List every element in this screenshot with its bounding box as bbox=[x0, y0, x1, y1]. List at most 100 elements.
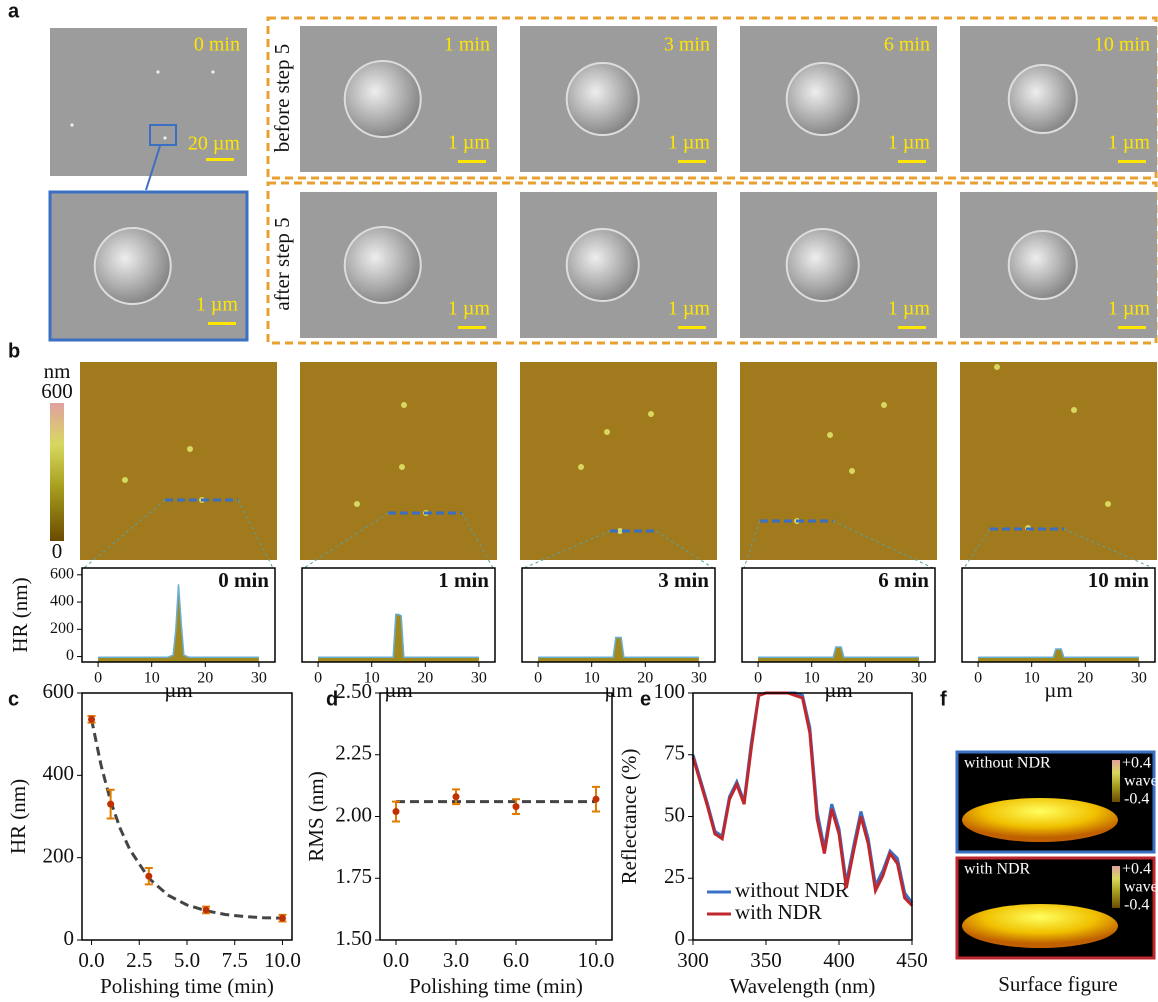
fit-line bbox=[92, 719, 283, 918]
line bbox=[693, 693, 912, 905]
scale-bar bbox=[458, 160, 486, 163]
surface-colorbar bbox=[1112, 760, 1120, 802]
scale-bar bbox=[678, 326, 706, 329]
x-tick-label: 3.0 bbox=[443, 948, 469, 972]
afm-dot bbox=[648, 411, 654, 417]
scale-bar bbox=[208, 322, 236, 325]
afm-dot bbox=[578, 464, 584, 470]
area bbox=[538, 637, 699, 662]
scale-bar bbox=[898, 326, 926, 329]
y-axis-label: Reflectance (%) bbox=[617, 749, 641, 885]
surface bbox=[962, 904, 1118, 948]
y-tick-label: 50 bbox=[664, 802, 685, 826]
x-axis-label: µm bbox=[384, 678, 412, 702]
x-tick-label: 300 bbox=[677, 948, 709, 972]
particle bbox=[95, 228, 171, 304]
x-axis-label: µm bbox=[824, 678, 852, 702]
scale-label: 1 µm bbox=[196, 294, 239, 316]
y-tick-label: 400 bbox=[50, 593, 74, 610]
x-tick-label: 30 bbox=[911, 670, 927, 687]
x-tick-label: 30 bbox=[471, 670, 487, 687]
time-label: 0 min bbox=[194, 34, 240, 56]
x-tick-label: 0 bbox=[534, 670, 542, 687]
y-tick-label: 200 bbox=[50, 620, 74, 637]
scale-label: 1 µm bbox=[448, 132, 491, 154]
time-label: 1 min bbox=[444, 34, 490, 56]
afm-dot bbox=[399, 464, 405, 470]
frame bbox=[82, 693, 292, 940]
panel-label: f bbox=[940, 688, 947, 710]
panel-label: c bbox=[8, 688, 19, 710]
time-label: 3 min bbox=[664, 34, 710, 56]
particle bbox=[787, 229, 859, 301]
x-tick-label: 30 bbox=[1131, 670, 1147, 687]
point bbox=[145, 873, 152, 880]
particle bbox=[787, 63, 859, 135]
y-tick-label: 75 bbox=[664, 741, 685, 765]
particle bbox=[567, 63, 639, 135]
row-label: after step 5 bbox=[270, 217, 294, 310]
particle bbox=[345, 227, 421, 303]
panel-label: e bbox=[640, 688, 651, 710]
particle bbox=[567, 229, 639, 301]
afm-dot bbox=[849, 468, 855, 474]
point bbox=[203, 906, 210, 913]
x-tick-label: 10 bbox=[1024, 670, 1040, 687]
legend-label: without NDR bbox=[735, 878, 849, 902]
x-tick-label: 10 bbox=[144, 670, 160, 687]
x-tick-label: 400 bbox=[823, 948, 855, 972]
legend-label: with NDR bbox=[735, 900, 822, 924]
y-tick-label: 25 bbox=[664, 864, 685, 888]
surface bbox=[962, 798, 1118, 842]
y-axis-label: HR (nm) bbox=[8, 577, 32, 652]
x-tick-label: 2.5 bbox=[126, 948, 152, 972]
scale-bottom: -0.4 bbox=[1124, 791, 1149, 808]
x-tick-label: 20 bbox=[417, 670, 433, 687]
y-tick-label: 0 bbox=[64, 926, 75, 950]
area bbox=[758, 647, 919, 662]
x-axis-label: Polishing time (min) bbox=[409, 974, 583, 998]
y-tick-label: 2.50 bbox=[335, 679, 372, 703]
x-tick-label: 20 bbox=[1077, 670, 1093, 687]
x-tick-label: 350 bbox=[750, 948, 782, 972]
afm-dot bbox=[1071, 407, 1077, 413]
chart-title: 3 min bbox=[658, 568, 709, 592]
y-tick-label: 600 bbox=[43, 679, 75, 703]
scale-unit: wave bbox=[1124, 773, 1158, 790]
point bbox=[453, 793, 460, 800]
x-tick-label: 20 bbox=[857, 670, 873, 687]
surface-colorbar bbox=[1112, 866, 1120, 908]
particle bbox=[345, 61, 421, 137]
afm-map bbox=[80, 362, 277, 560]
colorbar-max: 600 bbox=[41, 379, 73, 403]
x-tick-label: 5.0 bbox=[174, 948, 200, 972]
y-tick-label: 0 bbox=[66, 647, 74, 664]
x-tick-label: 10.0 bbox=[578, 948, 615, 972]
x-axis-label: µm bbox=[1044, 678, 1072, 702]
x-tick-label: 10 bbox=[804, 670, 820, 687]
scale-label: 20 µm bbox=[188, 133, 241, 155]
scale-bar bbox=[1118, 160, 1146, 163]
y-tick-label: 1.50 bbox=[335, 926, 372, 950]
scale-label: 1 µm bbox=[888, 298, 931, 320]
x-axis-label: µm bbox=[164, 678, 192, 702]
afm-dot bbox=[401, 402, 407, 408]
x-tick-label: 0 bbox=[754, 670, 762, 687]
y-tick-label: 1.75 bbox=[335, 864, 372, 888]
x-tick-label: 0 bbox=[314, 670, 322, 687]
colorbar-min: 0 bbox=[52, 539, 63, 563]
surface-label: with NDR bbox=[964, 861, 1031, 878]
dot bbox=[70, 123, 73, 126]
scale-top: +0.4 bbox=[1122, 861, 1151, 878]
surface-label: without NDR bbox=[964, 755, 1051, 772]
area bbox=[318, 614, 479, 662]
line bbox=[693, 693, 912, 903]
figure: abcdef0 min20 µm1 µmbefore step 51 min1 … bbox=[0, 0, 1158, 1002]
scale-label: 1 µm bbox=[668, 298, 711, 320]
frame bbox=[380, 693, 612, 940]
particle bbox=[1009, 65, 1077, 133]
colorbar bbox=[50, 403, 64, 541]
x-tick-label: 7.5 bbox=[222, 948, 248, 972]
time-label: 6 min bbox=[884, 34, 930, 56]
x-tick-label: 450 bbox=[896, 948, 928, 972]
